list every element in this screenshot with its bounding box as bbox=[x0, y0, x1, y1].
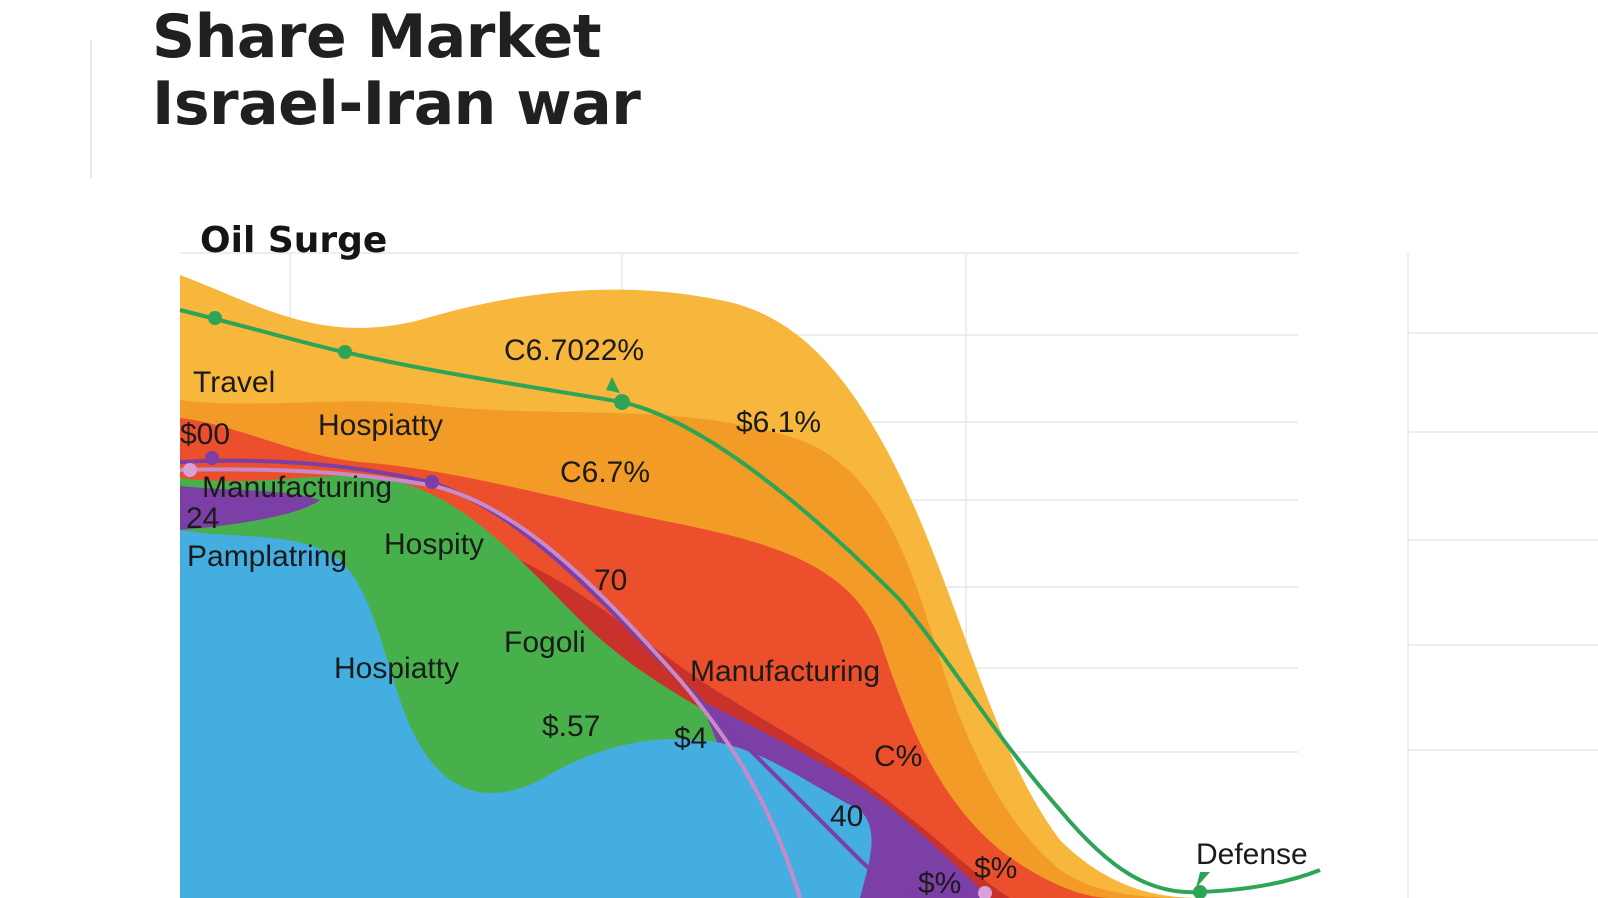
label-travel: Travel bbox=[193, 366, 275, 399]
label-s57: $.57 bbox=[542, 710, 600, 743]
line-oil bbox=[179, 308, 1321, 895]
label-c67: C6.7% bbox=[560, 456, 650, 489]
label-manufacturing-left: Manufacturing bbox=[202, 471, 392, 504]
label-s4: $4 bbox=[674, 722, 707, 755]
layer-pamplatring bbox=[180, 530, 872, 898]
label-s00: $00 bbox=[180, 418, 230, 451]
label-s61: $6.1% bbox=[736, 406, 821, 439]
point-oil bbox=[1193, 885, 1207, 898]
label-defense: Defense bbox=[1196, 838, 1308, 871]
trend-lines bbox=[179, 308, 1321, 898]
data-labels: Travel Hospiatty C6.7022% $6.1% $00 Manu… bbox=[180, 334, 1308, 898]
label-fogoli: Fogoli bbox=[504, 626, 586, 659]
title-line-1: Share Market bbox=[152, 2, 602, 72]
page-title: Share Market Israel-Iran war bbox=[152, 2, 641, 139]
label-hospitality-top: Hospiatty bbox=[318, 409, 443, 442]
label-hospity: Hospity bbox=[384, 528, 484, 561]
point-pink bbox=[183, 463, 197, 477]
point-oil bbox=[208, 311, 222, 325]
left-margin-rule bbox=[90, 40, 92, 178]
stream-layers bbox=[180, 275, 1200, 898]
point-oil bbox=[338, 345, 352, 359]
annotation-pointer bbox=[606, 377, 620, 393]
point-pink bbox=[978, 886, 992, 898]
label-c67022: C6.7022% bbox=[504, 334, 644, 367]
annotation-pointer bbox=[1196, 872, 1210, 888]
line-pink bbox=[179, 467, 802, 898]
label-pamplatring: Pamplatring bbox=[187, 540, 347, 573]
point-oil bbox=[614, 394, 630, 410]
point-purple bbox=[425, 475, 439, 489]
title-line-2: Israel-Iran war bbox=[152, 69, 641, 139]
chart-title: Oil Surge bbox=[200, 220, 387, 261]
line-purple bbox=[179, 458, 941, 898]
label-manufacturing-mid: Manufacturing bbox=[690, 655, 880, 688]
label-hospiatty-blue: Hospiatty bbox=[334, 652, 459, 685]
label-spct-1: $% bbox=[918, 867, 961, 898]
point-purple bbox=[205, 451, 219, 465]
label-cpct: C% bbox=[874, 740, 922, 773]
label-spct-2: $% bbox=[974, 852, 1017, 885]
label-n70: 70 bbox=[594, 564, 627, 597]
label-n24: 24 bbox=[186, 502, 219, 535]
label-n40: 40 bbox=[830, 800, 863, 833]
